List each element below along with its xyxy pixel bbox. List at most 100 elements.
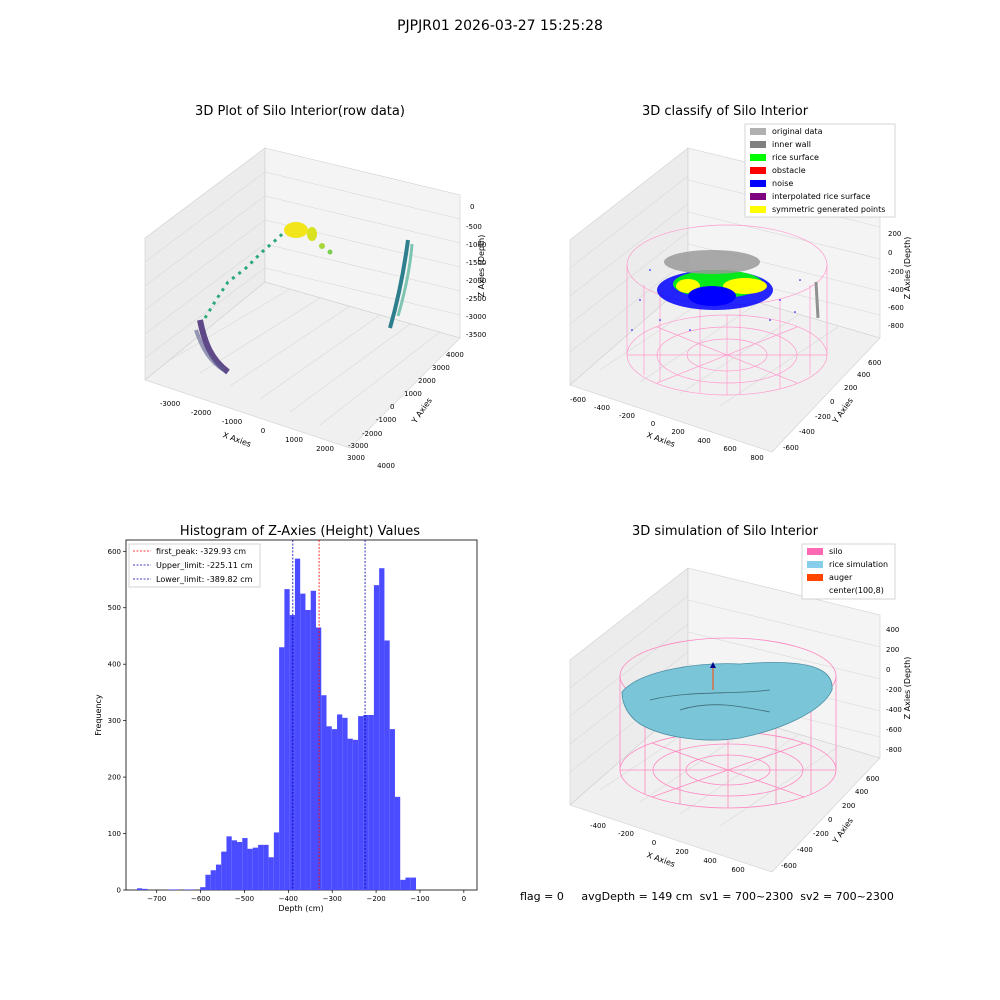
legend-label-rice-simulation: rice simulation xyxy=(829,560,888,569)
histogram-bar xyxy=(252,847,259,890)
histogram-bar xyxy=(289,615,295,890)
sim-z-tick-4: -200 xyxy=(886,686,902,694)
histogram-y-tick-label: 400 xyxy=(108,661,121,669)
classify-z-tick-4: -400 xyxy=(888,286,904,294)
histogram-bar xyxy=(379,568,385,890)
legend-lower-limit: Lower_limit: -389.82 cm xyxy=(156,575,253,584)
histogram-bar xyxy=(337,714,343,890)
histogram-bar xyxy=(384,640,390,890)
histogram-bar xyxy=(310,590,316,890)
histogram-bar xyxy=(215,864,222,890)
histogram-bar xyxy=(284,589,290,890)
histogram-bar xyxy=(373,585,380,890)
raw-3d-axes: -3000 -2000 -1000 0 1000 2000 3000 4000 … xyxy=(144,147,486,470)
status-footer: flag = 0 avgDepth = 149 cm sv1 = 700~230… xyxy=(520,890,894,903)
classify-y-tick-2: -400 xyxy=(799,428,815,436)
histogram-bar xyxy=(300,593,306,890)
sim-z-tick-6: -600 xyxy=(886,726,902,734)
raw-x-tick-3: -1000 xyxy=(222,418,242,426)
sim-x-tick-4: 200 xyxy=(675,848,688,856)
histogram-bar xyxy=(342,717,348,890)
histogram-bar xyxy=(142,888,148,890)
classify-x-tick-1: -600 xyxy=(570,396,586,404)
histogram-bar xyxy=(189,889,195,890)
raw-z-tick-8: -3500 xyxy=(466,331,486,339)
histogram-bar xyxy=(400,879,406,890)
raw-z-label: Z Axies (Depth) xyxy=(477,235,486,298)
raw-y-tick-7: 3000 xyxy=(432,364,450,372)
raw-y-tick-3: -1000 xyxy=(376,416,396,424)
classify-y-tick-4: 0 xyxy=(830,398,834,406)
classify-x-tick-7: 600 xyxy=(723,445,736,453)
classify-y-tick-7: 600 xyxy=(868,359,881,367)
legend-swatch-noise xyxy=(750,180,766,187)
sim-z-tick-5: -400 xyxy=(886,706,902,714)
histogram-bar xyxy=(405,877,411,890)
legend-label-auger: auger xyxy=(829,573,853,582)
classify-legend: original data inner wall rice surface ob… xyxy=(744,123,896,218)
raw-y-tick-6: 2000 xyxy=(418,377,436,385)
classify-z-tick-6: -800 xyxy=(888,322,904,330)
raw-z-tick-7: -3000 xyxy=(466,313,486,321)
histogram-bar xyxy=(389,729,395,890)
histogram-y-ticks: 0 100 200 300 400 500 600 xyxy=(108,548,126,895)
histogram-axes: −700 −600 −500 −400 −300 −200 −100 0 0 100 200 300… xyxy=(94,539,478,913)
legend-label-symmetric: symmetric generated points xyxy=(772,205,885,214)
classify-x-tick-5: 200 xyxy=(671,428,684,436)
histogram-bar xyxy=(247,848,253,890)
sim-x-label: X Axies xyxy=(645,850,676,869)
legend-label-rice-surface: rice surface xyxy=(772,153,819,162)
legend-swatch-inner-wall xyxy=(750,141,766,148)
sim-x-tick-6: 600 xyxy=(731,866,744,874)
histogram-bar xyxy=(305,610,311,890)
histogram-bar xyxy=(268,857,274,890)
sim-x-tick-1: -400 xyxy=(590,822,606,830)
histogram-title: Histogram of Z-Axies (Height) Values xyxy=(179,524,421,539)
raw-x-tick-6: 2000 xyxy=(316,445,334,453)
histogram-bar xyxy=(136,888,143,890)
histogram-bar xyxy=(221,851,227,890)
legend-label-interpolated: interpolated rice surface xyxy=(772,192,870,201)
histogram-bars xyxy=(136,558,417,890)
simulation-plot-title: 3D simulation of Silo Interior xyxy=(632,524,818,539)
sim-y-tick-4: 0 xyxy=(828,816,832,824)
histogram-x-tick-label: −300 xyxy=(323,895,342,903)
histogram-bar xyxy=(273,832,280,890)
histogram-bar xyxy=(347,738,353,890)
classify-z-tick-3: -200 xyxy=(888,268,904,276)
avg-depth-value: avgDepth = 149 cm xyxy=(581,890,693,903)
histogram-bar xyxy=(168,889,174,890)
histogram-legend: first_peak: -329.93 cm Upper_limit: -225… xyxy=(128,543,261,588)
legend-label-original-data: original data xyxy=(772,127,823,136)
histogram-x-label: Depth (cm) xyxy=(278,904,323,913)
legend-swatch-silo xyxy=(807,548,823,555)
raw-x-tick-5: 1000 xyxy=(285,436,303,444)
raw-x-tick-2: -2000 xyxy=(191,409,211,417)
raw-x-tick-7: 3000 xyxy=(347,454,365,462)
histogram-y-tick-label: 300 xyxy=(108,717,121,725)
sv2-value: sv2 = 700~2300 xyxy=(800,890,894,903)
histogram-bar xyxy=(331,729,338,890)
histogram-bar xyxy=(205,874,211,890)
raw-z-tick-6: -2500 xyxy=(466,295,486,303)
histogram-x-tick-label: −200 xyxy=(366,895,385,903)
raw-z-tick-2: -500 xyxy=(466,223,482,231)
classify-z-label: Z Axies (Depth) xyxy=(903,237,912,300)
histogram-bar xyxy=(242,838,248,890)
classify-z-tick-2: 0 xyxy=(888,249,892,257)
histogram-bar xyxy=(237,842,243,890)
raw-y-tick-5: 1000 xyxy=(404,390,422,398)
sim-z-tick-3: 0 xyxy=(886,666,890,674)
raw-z-tick-3: -1000 xyxy=(466,241,486,249)
sim-y-label: Y Axies xyxy=(830,816,855,846)
classify-plot-title: 3D classify of Silo Interior xyxy=(641,104,809,119)
histogram-y-tick-label: 100 xyxy=(108,830,121,838)
histogram-bar xyxy=(315,627,322,890)
raw-y-tick-8: 4000 xyxy=(446,351,464,359)
classify-y-tick-5: 200 xyxy=(844,384,857,392)
histogram-bar xyxy=(358,716,364,890)
raw-z-tick-4: -1500 xyxy=(466,259,486,267)
histogram-x-tick-label: −600 xyxy=(191,895,210,903)
legend-swatch-rice-simulation xyxy=(807,561,823,568)
